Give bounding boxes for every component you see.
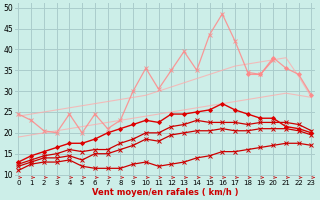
X-axis label: Vent moyen/en rafales ( km/h ): Vent moyen/en rafales ( km/h ) xyxy=(92,188,238,197)
